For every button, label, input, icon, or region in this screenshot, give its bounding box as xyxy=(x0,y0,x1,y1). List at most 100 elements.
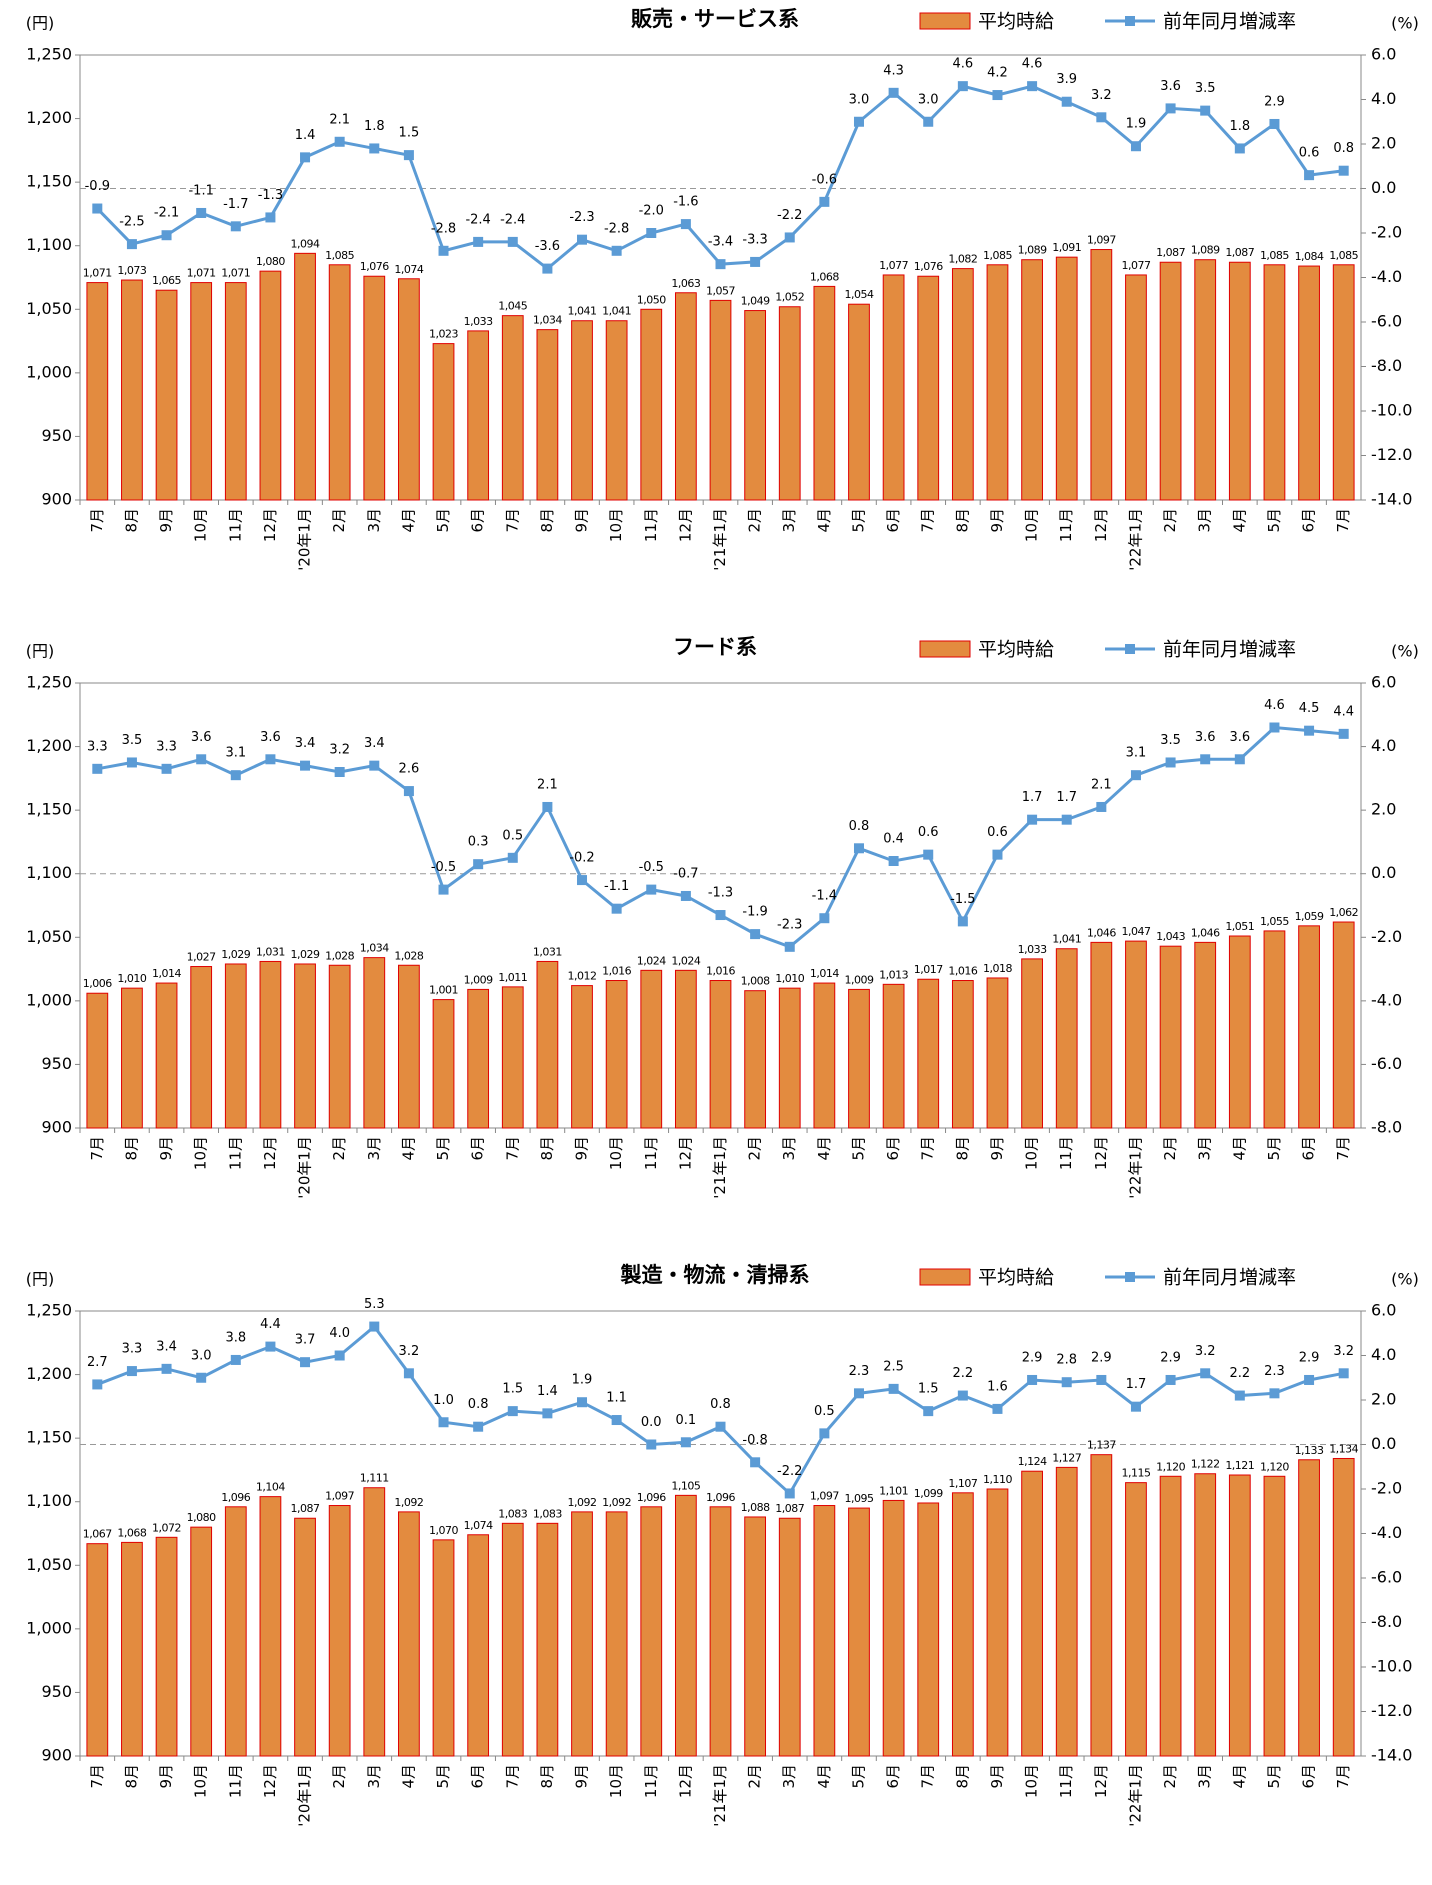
x-tick-label: 5月 xyxy=(1265,1136,1283,1161)
chart-title: 販売・サービス系 xyxy=(631,7,799,31)
line-value-label: 1.9 xyxy=(572,1373,593,1388)
bar-value-label: 1,046 xyxy=(1191,926,1220,939)
bar xyxy=(328,964,351,1129)
bar xyxy=(1021,259,1043,501)
chart: フード系 (円) (%) 900 950 1,000 1,050 1,100 1,150 1,20… xyxy=(26,635,1419,1199)
line-marker xyxy=(853,1388,864,1399)
bar-value-label: 1,014 xyxy=(152,967,181,980)
x-tick-label: 7月 xyxy=(919,508,937,533)
chart-title: 製造・物流・清掃系 xyxy=(620,1263,810,1287)
bar xyxy=(86,1543,109,1757)
bar xyxy=(1055,256,1078,501)
line-value-label: 2.1 xyxy=(329,112,350,127)
line-value-label: -1.6 xyxy=(673,195,698,210)
line-marker xyxy=(542,801,553,812)
bar xyxy=(709,980,732,1129)
line-value-label: -1.1 xyxy=(604,879,629,894)
bar xyxy=(709,1506,732,1757)
line-marker xyxy=(92,1379,103,1390)
line-marker xyxy=(957,916,968,927)
x-tick-label: '22年1月 xyxy=(1126,1764,1144,1827)
line-marker xyxy=(507,852,518,863)
line-value-label: -2.2 xyxy=(777,1464,802,1479)
bar xyxy=(294,252,316,501)
x-tick-label: 3月 xyxy=(780,508,798,533)
x-tick-label: 5月 xyxy=(849,1136,867,1161)
bar xyxy=(398,964,420,1129)
x-tick-label: 7月 xyxy=(1334,1136,1352,1161)
y2-tick-label: -12.0 xyxy=(1371,445,1412,464)
bar xyxy=(1332,1457,1355,1757)
x-tick-label: 3月 xyxy=(1196,508,1214,533)
y2-tick-label: 4.0 xyxy=(1371,736,1396,755)
bar xyxy=(501,986,524,1129)
y2-tick-label: -14.0 xyxy=(1371,1746,1412,1765)
y-tick-label: 1,200 xyxy=(26,108,72,127)
line-value-label: 1.8 xyxy=(1229,119,1250,134)
legend-swatch xyxy=(1125,1272,1135,1282)
y2-tick-label: -4.0 xyxy=(1371,990,1402,1009)
bar-value-label: 1,101 xyxy=(879,1484,908,1497)
x-tick-label: 5月 xyxy=(849,1764,867,1789)
x-tick-label: 4月 xyxy=(399,1136,417,1161)
bar-value-label: 1,034 xyxy=(360,942,389,955)
line-value-label: 3.6 xyxy=(1195,730,1216,745)
bar-value-label: 1,068 xyxy=(810,270,839,283)
bar-value-label: 1,028 xyxy=(394,949,423,962)
bar-value-label: 1,083 xyxy=(498,1507,527,1520)
bar-value-label: 1,033 xyxy=(1018,943,1047,956)
line-marker xyxy=(1165,1374,1176,1385)
bar xyxy=(398,278,420,501)
y2-tick-label: 2.0 xyxy=(1371,1390,1396,1409)
x-tick-label: 9月 xyxy=(157,1764,175,1789)
line-value-label: -1.5 xyxy=(950,892,975,907)
bar xyxy=(1021,958,1043,1129)
bar xyxy=(467,988,490,1129)
bar xyxy=(640,1506,663,1757)
line-value-label: 1.5 xyxy=(502,1382,523,1397)
bar-value-label: 1,107 xyxy=(948,1477,977,1490)
line-value-label: 2.9 xyxy=(1264,94,1285,109)
bar xyxy=(744,1516,767,1757)
line-value-label: 2.5 xyxy=(883,1359,904,1374)
y-axis-label: (円) xyxy=(26,642,55,661)
bar xyxy=(744,310,767,501)
line-marker xyxy=(369,143,380,154)
bar xyxy=(1263,264,1286,501)
bar xyxy=(328,1505,351,1757)
y-tick-label: 900 xyxy=(41,1118,72,1137)
line-value-label: -2.4 xyxy=(500,212,525,227)
line-value-label: 0.8 xyxy=(1333,141,1354,156)
y2-tick-label: -6.0 xyxy=(1371,1568,1402,1587)
legend-swatch xyxy=(919,640,971,658)
line-marker xyxy=(126,757,137,768)
line-marker xyxy=(230,1354,241,1365)
bar xyxy=(1125,940,1147,1129)
x-tick-label: 11月 xyxy=(226,508,244,542)
line-value-label: 4.5 xyxy=(1299,701,1320,716)
chart-title: フード系 xyxy=(673,635,757,659)
line-value-label: 1.9 xyxy=(1126,117,1147,132)
y2-tick-label: -4.0 xyxy=(1371,267,1402,286)
x-tick-label: '22年1月 xyxy=(1126,508,1144,571)
y-tick-label: 900 xyxy=(41,1746,72,1765)
line-value-label: 2.2 xyxy=(1229,1366,1250,1381)
x-tick-label: 2月 xyxy=(330,1764,348,1789)
y2-tick-label: -14.0 xyxy=(1371,490,1412,509)
line-value-label: 1.1 xyxy=(606,1391,627,1406)
bar-value-label: 1,029 xyxy=(291,948,320,961)
y-tick-label: 1,200 xyxy=(26,1364,72,1383)
bar xyxy=(467,1534,490,1757)
line-value-label: 1.0 xyxy=(433,1393,454,1408)
bar-value-label: 1,087 xyxy=(1156,246,1185,259)
bar xyxy=(328,264,351,501)
bar xyxy=(709,299,732,501)
bar-value-label: 1,085 xyxy=(1329,249,1358,262)
bar-value-label: 1,017 xyxy=(914,963,943,976)
line-value-label: 3.4 xyxy=(156,1339,177,1354)
x-tick-label: 5月 xyxy=(1265,508,1283,533)
bar xyxy=(778,306,801,501)
line-value-label: 1.7 xyxy=(1056,790,1077,805)
line-marker xyxy=(1338,165,1349,176)
bar xyxy=(1090,249,1113,501)
